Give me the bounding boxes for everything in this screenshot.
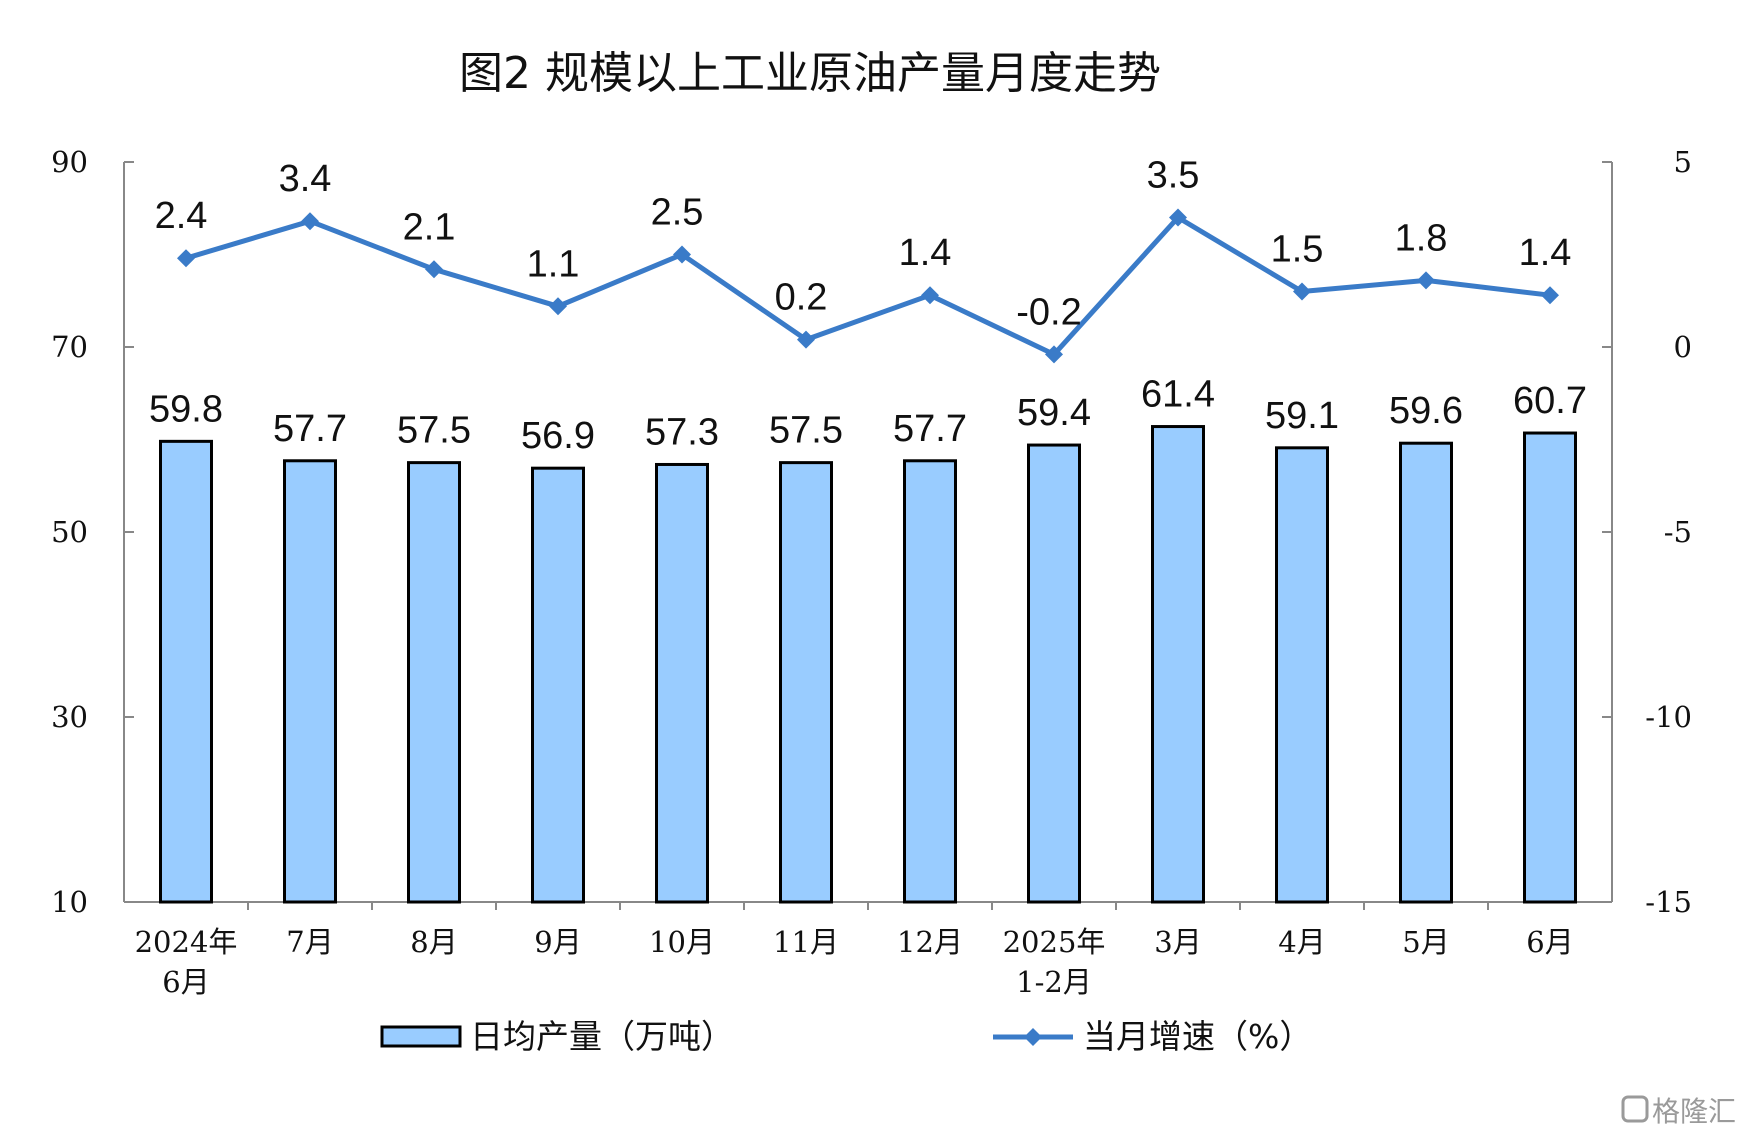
bar-value-label: 59.6	[1389, 390, 1463, 432]
bar	[779, 461, 833, 904]
line-value-label: 1.8	[1395, 217, 1448, 259]
line-value-label: 1.4	[1519, 232, 1572, 274]
line-value-label: 3.4	[279, 158, 332, 200]
bar	[283, 459, 337, 904]
line-point	[549, 297, 567, 316]
line-value-label: 3.5	[1147, 155, 1200, 197]
right-tick-label: -10	[1645, 700, 1692, 734]
left-tick-label: 10	[51, 885, 88, 919]
bar-value-label: 57.5	[397, 410, 471, 452]
x-tick-label: 11月	[773, 925, 839, 959]
chart-title: 图2 规模以上工业原油产量月度走势	[459, 48, 1161, 99]
legend-bar-label: 日均产量（万吨）	[470, 1017, 734, 1056]
x-tick-label: 4月	[1278, 925, 1325, 959]
bar-value-label: 59.8	[149, 388, 223, 430]
watermark: 格隆汇	[1621, 1095, 1736, 1128]
x-tick-label: 2025年	[1003, 925, 1106, 959]
bar	[1151, 425, 1205, 904]
watermark-logo-icon	[1621, 1095, 1649, 1123]
left-tick-label: 30	[51, 700, 88, 734]
bar	[407, 461, 461, 904]
legend-bar-swatch	[380, 1025, 462, 1048]
left-tick-label: 50	[51, 515, 88, 549]
x-tick-label: 2024年	[135, 925, 238, 959]
left-tick-label: 70	[51, 330, 88, 364]
x-tick-label: 10月	[649, 925, 715, 959]
bar	[159, 439, 213, 904]
bar	[903, 459, 957, 904]
bar	[1523, 431, 1577, 904]
x-tick-label: 6月	[162, 965, 209, 999]
right-tick-label: -15	[1645, 885, 1692, 919]
line-value-label: 0.2	[775, 277, 828, 319]
x-tick-label: 8月	[410, 925, 457, 959]
line-value-label: 2.4	[155, 195, 208, 237]
bar-value-label: 57.7	[273, 408, 347, 450]
right-tick-label: -5	[1664, 515, 1692, 549]
bar-value-label: 60.7	[1513, 380, 1587, 422]
bar-value-label: 57.3	[645, 411, 719, 453]
bar	[1027, 443, 1081, 904]
bar-series	[159, 425, 1577, 904]
x-tick-label: 6月	[1526, 925, 1573, 959]
line-point	[1541, 286, 1559, 305]
line-series	[177, 208, 1559, 364]
bar-value-label: 59.1	[1265, 395, 1339, 437]
x-tick-label: 12月	[897, 925, 963, 959]
growth-line	[185, 215, 1551, 357]
x-tick-label: 5月	[1402, 925, 1449, 959]
right-tick-label: 0	[1674, 330, 1692, 364]
bar	[531, 466, 585, 904]
bar	[655, 462, 709, 904]
line-value-label: 1.1	[527, 243, 580, 285]
line-value-label: 1.4	[899, 232, 952, 274]
line-value-label: 2.5	[651, 192, 704, 234]
line-point	[1417, 271, 1435, 290]
bar-value-label: 57.5	[769, 410, 843, 452]
legend-line-label: 当月增速（%）	[1083, 1017, 1312, 1056]
bar-value-label: 57.7	[893, 408, 967, 450]
bar-value-label: 59.4	[1017, 392, 1091, 434]
x-tick-label: 7月	[286, 925, 333, 959]
right-tick-label: 5	[1674, 145, 1692, 179]
line-point	[921, 286, 939, 305]
legend: 日均产量（万吨） 当月增速（%）	[380, 1017, 1312, 1056]
x-tick-label: 1-2月	[1016, 965, 1092, 999]
line-value-label: 2.1	[403, 206, 456, 248]
bar	[1275, 446, 1329, 904]
bar	[1399, 441, 1453, 904]
bar-value-label: 56.9	[521, 415, 595, 457]
line-value-label: -0.2	[1016, 291, 1081, 333]
line-point	[673, 245, 691, 264]
line-point	[425, 260, 443, 279]
left-tick-label: 90	[51, 145, 88, 179]
line-point	[301, 212, 319, 231]
x-tick-label: 3月	[1154, 925, 1201, 959]
line-point	[1169, 208, 1187, 227]
line-value-label: 1.5	[1271, 229, 1324, 271]
x-tick-label: 9月	[534, 925, 581, 959]
line-point	[1293, 282, 1311, 301]
bar-value-label: 61.4	[1141, 374, 1215, 416]
legend-line-marker	[1024, 1028, 1042, 1046]
watermark-text: 格隆汇	[1652, 1095, 1736, 1128]
line-point	[797, 330, 815, 349]
line-point	[177, 249, 195, 268]
line-point	[1045, 345, 1063, 364]
data-labels: 59.8 57.7 57.5 56.9 57.3 57.5 57.7 59.4 61.4 59.1…	[149, 155, 1587, 458]
